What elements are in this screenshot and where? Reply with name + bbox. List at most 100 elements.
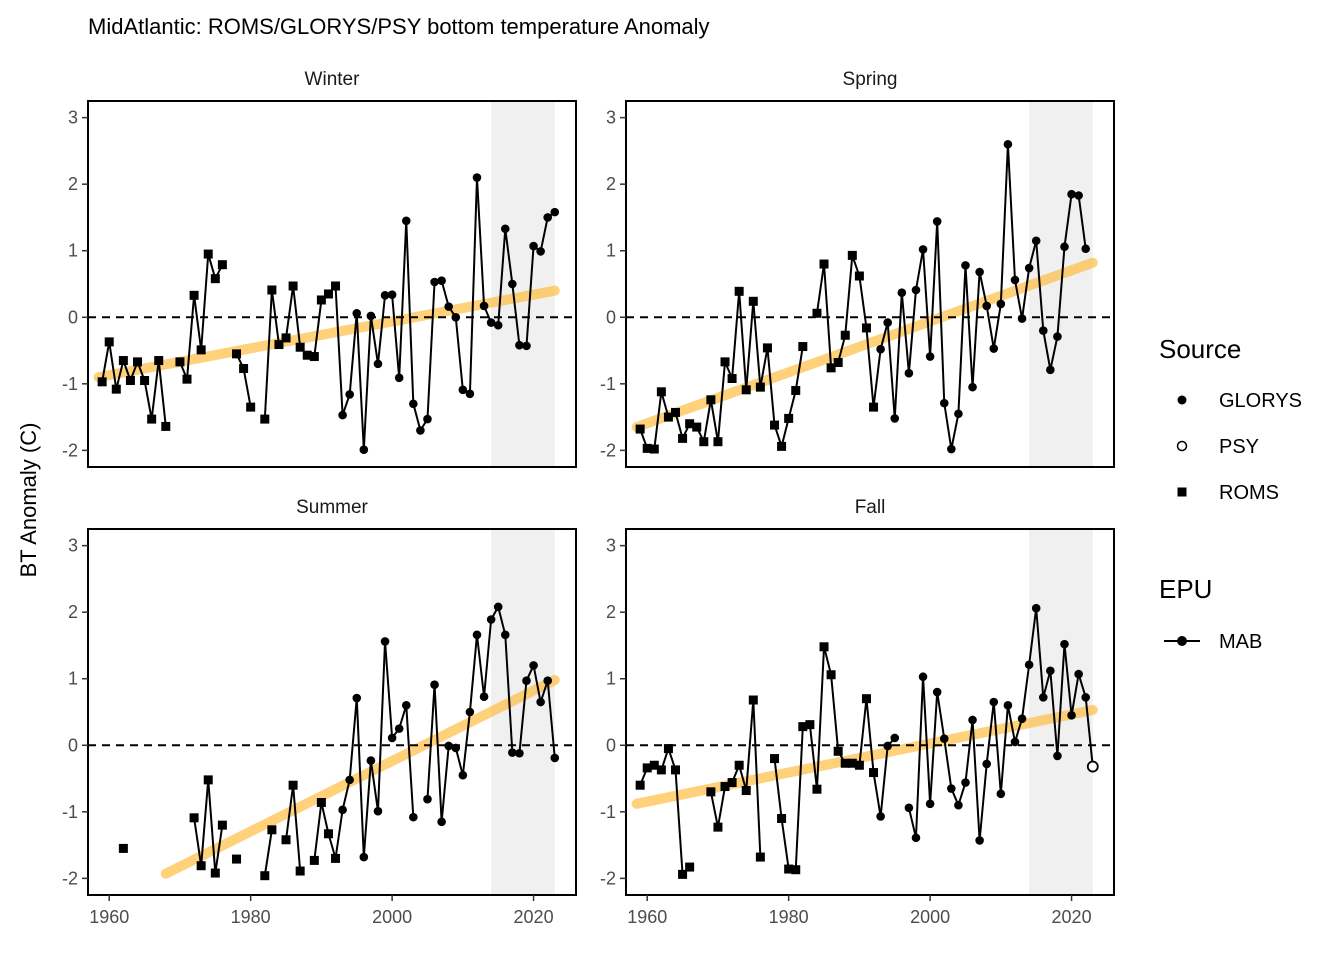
series-segment (405, 705, 415, 818)
series-segment (964, 265, 974, 388)
series-segment (794, 726, 804, 870)
legend-glorys-marker (1177, 395, 1187, 405)
series-segment (1035, 608, 1045, 698)
roms-point (161, 421, 171, 431)
panel-border-winter (87, 100, 577, 468)
panel-summer: Summer -2 -1 0 1 2 3 1960 1980 2000 2020 (62, 497, 577, 927)
series-segment (1063, 644, 1073, 716)
series-segment (999, 705, 1009, 794)
glorys-point (996, 789, 1006, 799)
series-segment (454, 747, 464, 776)
roms-point (154, 356, 164, 366)
legend-psy-marker (1176, 440, 1188, 452)
roms-point (281, 835, 291, 845)
roms-point (734, 286, 744, 296)
glorys-point (500, 224, 510, 234)
series-segment (985, 701, 995, 765)
glorys-point (1081, 244, 1091, 254)
roms-point (323, 289, 333, 299)
roms-point (784, 413, 794, 423)
glorys-point (932, 217, 942, 226)
roms-point (133, 357, 143, 367)
x-tick-label: 2000 (372, 907, 412, 927)
glorys-point (500, 630, 510, 640)
series-segment (929, 691, 939, 804)
roms-point (656, 765, 666, 775)
glorys-point (515, 748, 524, 758)
roms-point (635, 424, 645, 434)
roms-point (97, 377, 107, 387)
y-tick-label: -2 (600, 440, 616, 460)
roms-point (316, 798, 326, 808)
roms-point (260, 414, 270, 424)
glorys-point (897, 288, 907, 297)
roms-point (217, 260, 227, 270)
x-tick-label: 1960 (627, 907, 667, 927)
legend-source-title: Source (1159, 334, 1241, 364)
x-tick-label: 2020 (1052, 907, 1092, 927)
series-segment (143, 380, 153, 420)
legend-roms-label: ROMS (1219, 482, 1279, 504)
glorys-point (345, 775, 354, 785)
roms-point (727, 778, 737, 788)
series-segment (320, 802, 330, 834)
panel-fall: Fall -2 -1 0 1 2 3 1960 1980 2000 2020 (600, 497, 1115, 927)
roms-point (685, 419, 695, 429)
series-segment (752, 301, 762, 388)
roms-point (692, 422, 702, 432)
series-segment (872, 772, 882, 817)
x-tick-label: 2000 (910, 907, 950, 927)
glorys-point (982, 759, 991, 769)
glorys-point (876, 344, 885, 354)
glorys-point (387, 733, 397, 743)
glorys-point (1038, 693, 1048, 702)
series-segment (992, 701, 1002, 794)
glorys-point (550, 753, 560, 763)
glorys-point (1031, 603, 1041, 613)
glorys-point (1074, 191, 1083, 200)
series-segment (1042, 670, 1052, 698)
series-segment (285, 285, 295, 339)
series-segment (936, 221, 946, 404)
series-segment (815, 646, 826, 790)
glorys-point (1003, 701, 1013, 710)
glorys-point (904, 803, 914, 813)
series-segment (101, 341, 111, 382)
series-segment (922, 249, 932, 357)
panel-title-winter: Winter (305, 69, 361, 90)
series-segment (773, 758, 783, 819)
series-segment (369, 315, 379, 365)
series-segment (348, 313, 358, 395)
roms-point (118, 843, 128, 853)
glorys-point (1017, 314, 1027, 323)
roms-point (854, 271, 864, 281)
series-segment (738, 291, 748, 390)
series-segment (674, 769, 684, 875)
series-segment (731, 291, 741, 379)
glorys-point (954, 800, 963, 810)
glorys-point (890, 414, 900, 423)
series-segment (943, 402, 953, 450)
glorys-point (430, 277, 439, 287)
glorys-point (911, 833, 921, 843)
roms-point (232, 854, 242, 864)
panel-title-spring: Spring (843, 69, 898, 90)
roms-point (854, 760, 864, 770)
roms-point (840, 330, 850, 340)
legend-glorys-label: GLORYS (1219, 390, 1302, 412)
glorys-point (493, 320, 503, 330)
roms-point (316, 295, 326, 305)
series-segment (759, 347, 769, 388)
roms-point (748, 296, 758, 306)
roms-point (826, 363, 836, 373)
series-segment (1049, 670, 1059, 757)
glorys-point (444, 741, 453, 751)
glorys-point (465, 707, 475, 717)
series-segment (1028, 608, 1038, 665)
roms-point (288, 780, 298, 790)
series-segment (815, 263, 826, 314)
facet-panels: Winter -2 -1 0 1 2 3 Spring -2 -1 0 1 2 3 Summer -2 -1 0 1… (62, 69, 1115, 927)
roms-point (323, 829, 333, 839)
glorys-point (359, 852, 369, 862)
glorys-point (947, 444, 956, 454)
